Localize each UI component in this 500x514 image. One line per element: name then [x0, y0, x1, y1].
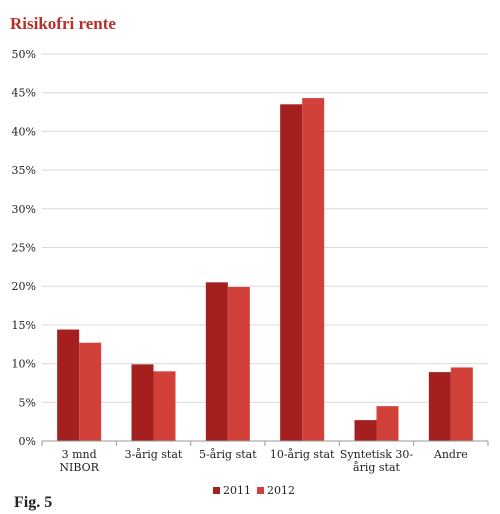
y-tick-label: 35% — [12, 164, 36, 177]
x-category-label: Syntetisk 30-årig stat — [340, 448, 414, 474]
legend: 2011 2012 — [213, 484, 295, 497]
x-category-label: Andre — [433, 448, 468, 461]
y-tick-label: 10% — [12, 358, 36, 371]
chart-title: Risikofri rente — [10, 14, 116, 33]
y-tick-label: 20% — [12, 280, 36, 293]
x-category-label: 5-årig stat — [199, 448, 257, 461]
legend-swatch — [257, 487, 264, 494]
y-tick-label: 15% — [12, 319, 36, 332]
bar-2012 — [79, 342, 102, 441]
legend-label: 2011 — [223, 484, 251, 497]
y-tick-label: 30% — [12, 203, 36, 216]
y-tick-label: 0% — [19, 435, 36, 448]
bar-2011 — [205, 282, 228, 441]
y-tick-label: 45% — [12, 87, 36, 100]
x-category-label: 3-årig stat — [125, 448, 183, 461]
bar-2011 — [280, 104, 303, 441]
bar-2011 — [428, 372, 451, 441]
axes: 0% 5% 10% 15% 20% 25% 30% 35% 40% 45% 50% 3 mnd NIBO… — [12, 48, 489, 474]
bar-2012 — [153, 371, 176, 441]
bar-2012 — [227, 286, 250, 441]
y-tick-label: 5% — [19, 396, 36, 409]
bar-2011 — [57, 329, 80, 441]
bar-2012 — [376, 406, 399, 441]
bar-2011 — [131, 364, 154, 441]
figure-label: Fig. 5 — [14, 494, 53, 511]
y-tick-label: 25% — [12, 242, 36, 255]
legend-label: 2012 — [267, 484, 295, 497]
y-tick-label: 50% — [12, 48, 36, 61]
bars — [57, 98, 473, 442]
bar-2012 — [450, 367, 473, 441]
y-tick-label: 40% — [12, 125, 36, 138]
x-category-label: 10-årig stat — [270, 448, 335, 461]
bar-2012 — [302, 98, 325, 442]
gridlines — [42, 53, 488, 403]
bar-2011 — [354, 420, 377, 441]
x-category-label: 3 mnd NIBOR — [59, 448, 99, 474]
legend-swatch — [213, 487, 220, 494]
